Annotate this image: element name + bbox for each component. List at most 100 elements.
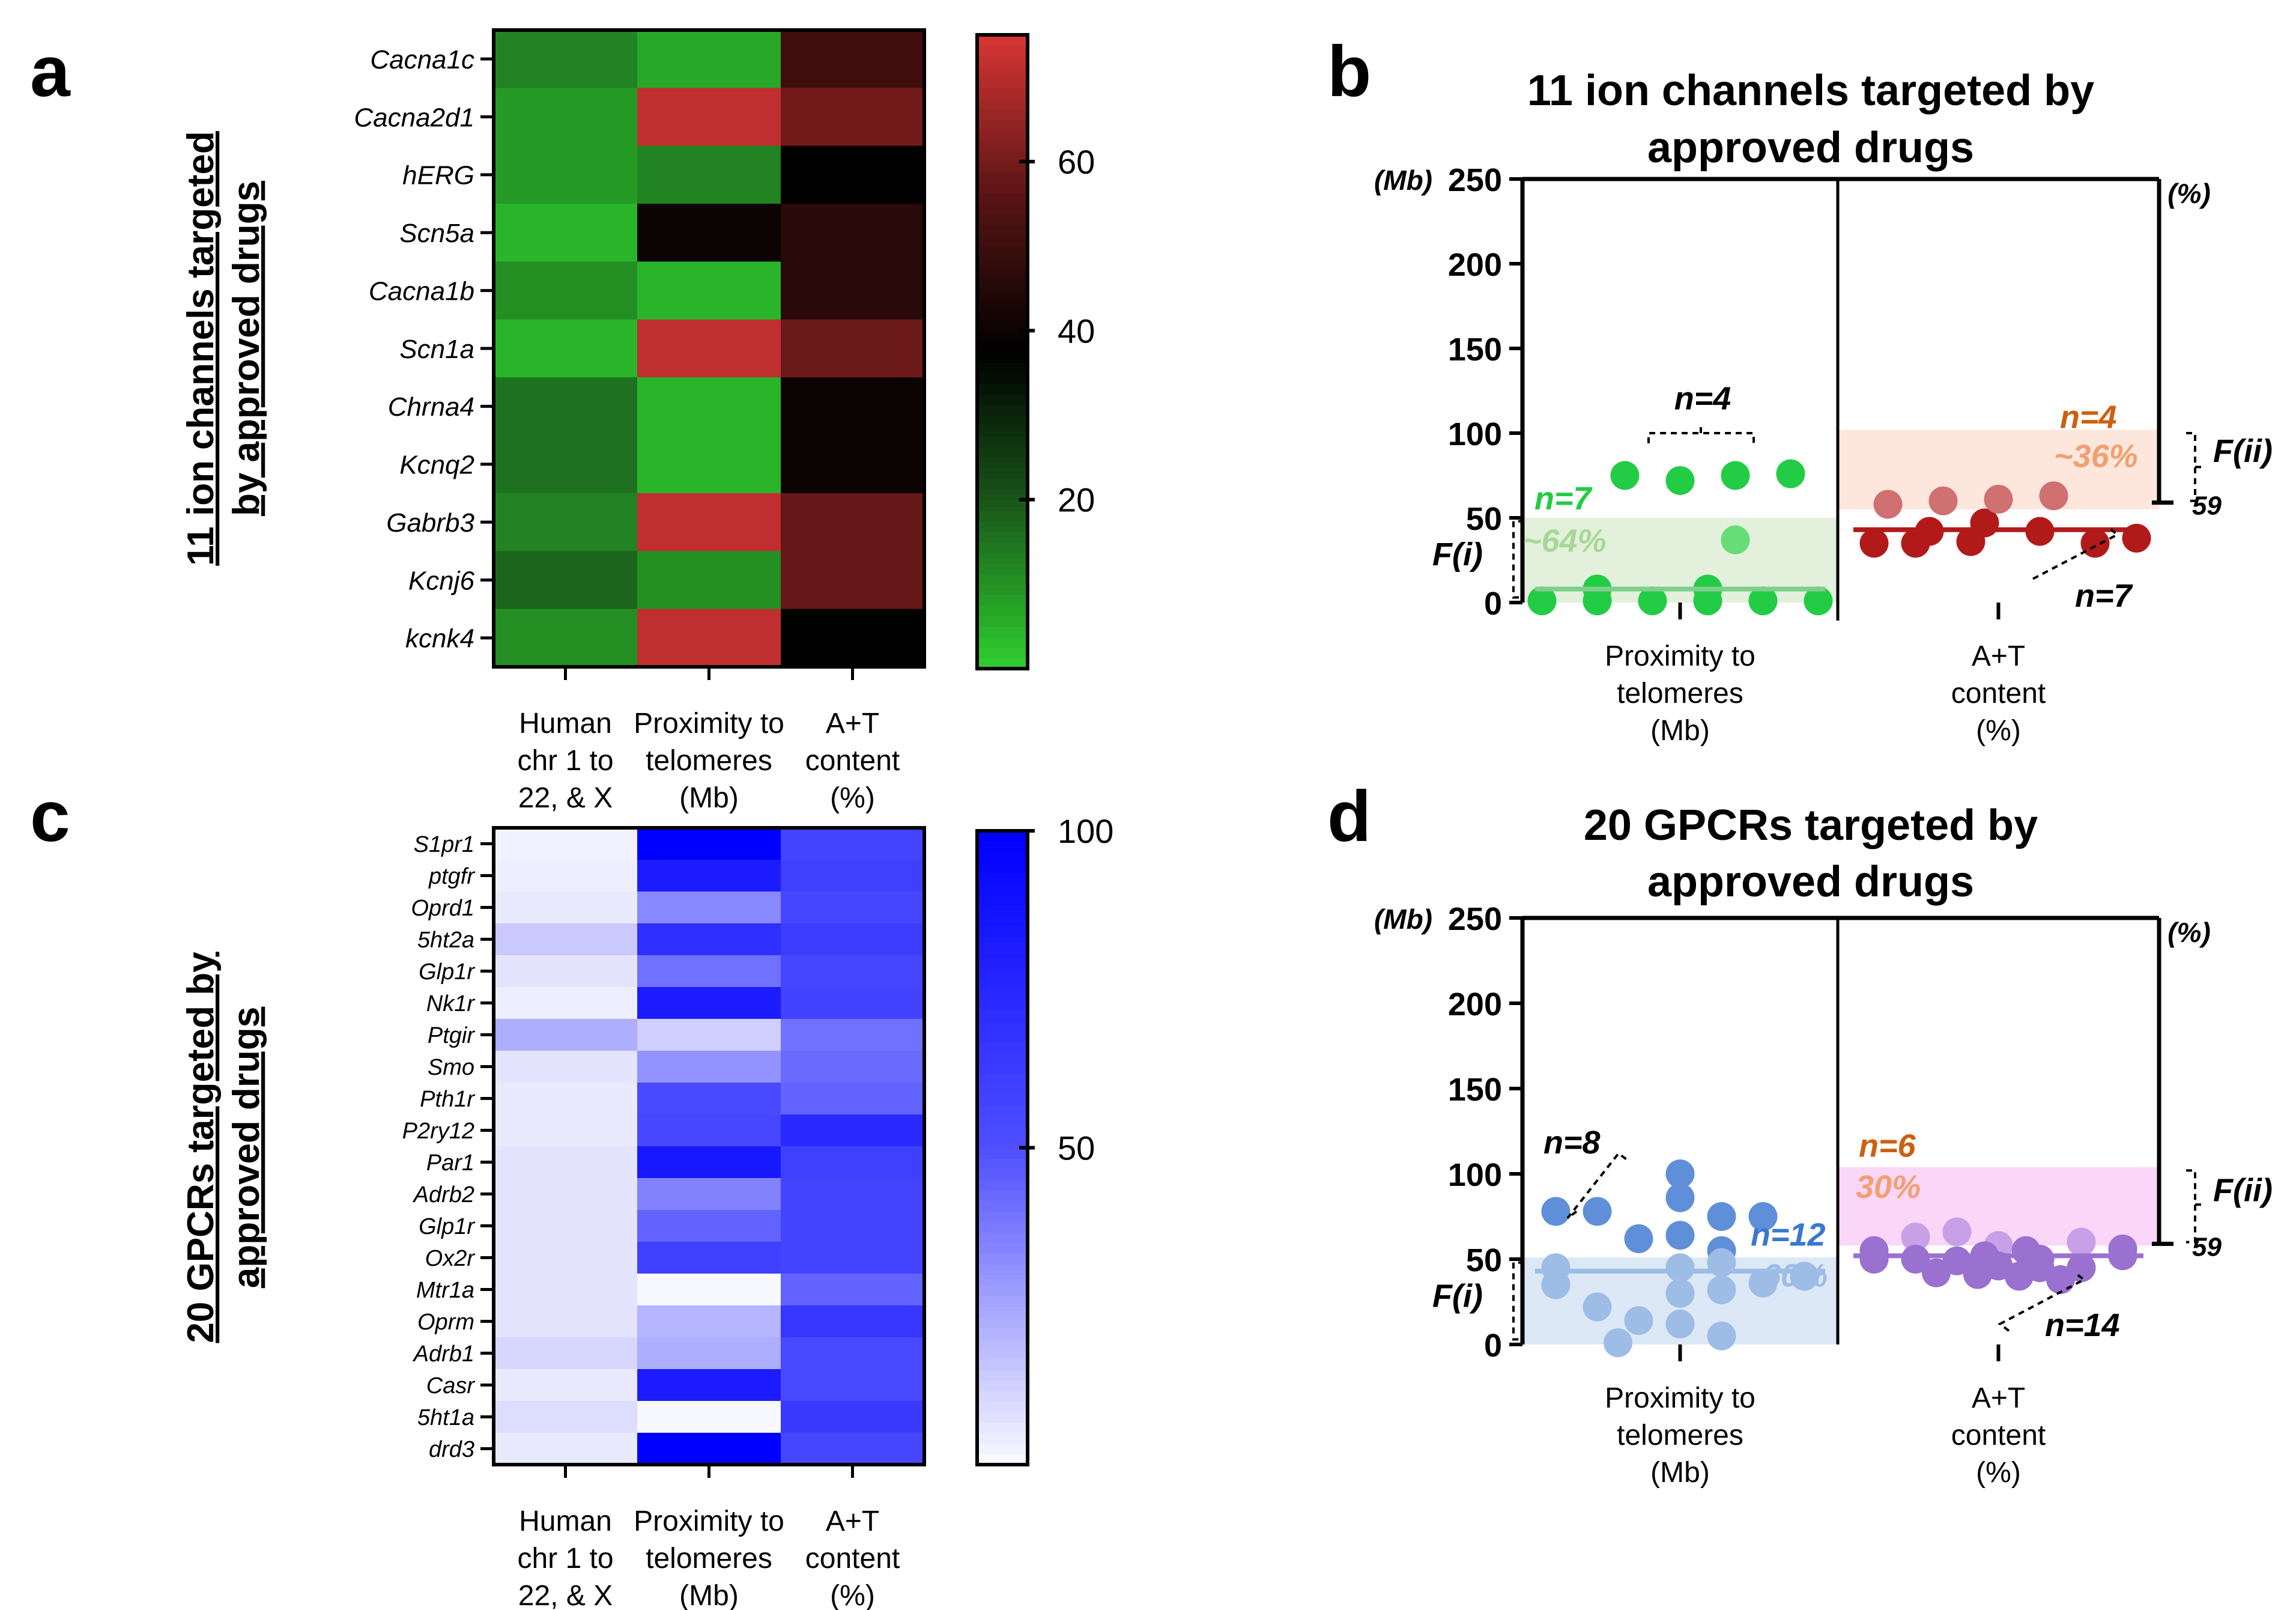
heatC-colorbar-step (977, 1168, 1028, 1180)
data-point (1624, 1306, 1653, 1335)
heatA-colorbar-step (977, 341, 1028, 353)
annotation-pct-green: ~64% (1522, 523, 1607, 559)
data-point (2067, 1227, 2096, 1257)
heatA-colorbar-step (977, 584, 1028, 595)
y-tick-label: 100 (1448, 1157, 1502, 1193)
heatC-colorbar-step (977, 1105, 1028, 1117)
y-tick-label: 200 (1448, 247, 1502, 283)
heatC-cell (494, 1019, 638, 1051)
panel-letter-a: a (30, 31, 71, 112)
data-point (1707, 1321, 1736, 1350)
heatC-cell (494, 1210, 638, 1242)
row-label-kcnq2: Kcnq2 (399, 451, 474, 480)
data-point (1665, 466, 1695, 495)
heatA-colorbar-step (977, 151, 1028, 162)
heatC-colorbar-step (977, 1116, 1028, 1128)
y-tick-label: 150 (1448, 1072, 1502, 1108)
scatter-ion-channels: 11 ion channels targeted by approved dru… (1374, 67, 2273, 747)
heatC-colorbar-step (977, 1179, 1028, 1191)
heatC-col-label: A+T (826, 1505, 879, 1537)
row-label-scn1a: Scn1a (399, 335, 474, 364)
data-point (1942, 1217, 1972, 1247)
data-point (1748, 1268, 1778, 1298)
heatA-colorbar-step (977, 193, 1028, 205)
heatC-colorbar-step (977, 1147, 1028, 1159)
heatC-colorbar-step (977, 905, 1028, 916)
x-category-label: (%) (1976, 715, 2021, 747)
bracket-bottom (2032, 525, 2119, 580)
heatA-colorbar-step (977, 510, 1028, 521)
heatA-cell (781, 261, 925, 320)
data-point (2046, 1265, 2075, 1295)
heatC-col-label: Proximity to (634, 1505, 784, 1537)
heatC-cell (494, 987, 638, 1019)
data-point (2080, 529, 2110, 558)
data-point (1859, 1245, 1889, 1274)
heatA-cell (637, 204, 781, 262)
bracket-bottom (1998, 1272, 2086, 1332)
heatC-cell (637, 1401, 781, 1433)
heatA-cell (494, 435, 638, 494)
row-label-s1pr1: S1pr1 (414, 832, 474, 857)
heatA-colorbar-step (977, 109, 1028, 120)
heatC-colorbar-step (977, 936, 1028, 948)
heatA-colorbar-step (977, 542, 1028, 553)
annotation-fii: F(ii) (2213, 1172, 2273, 1208)
heatA-colorbar-step (977, 573, 1028, 585)
heatA-colorbar-step (977, 436, 1028, 448)
heatA-cell (781, 609, 925, 667)
annotation-n-green: n=7 (1534, 481, 1593, 517)
heatA-colorbar-step (977, 626, 1028, 638)
heatA-colorbar-step (977, 225, 1028, 236)
heatC-colorbar-step (977, 1063, 1028, 1075)
data-point (1665, 1183, 1695, 1212)
heatmap-c-ylabel-line1: 20 GPCRs targeted by (180, 952, 222, 1343)
heatC-colorbar-step (977, 831, 1028, 842)
heatA-colorbar-step (977, 489, 1028, 500)
heatA-colorbar-step (977, 320, 1028, 332)
annotation-fi: F(i) (1432, 1278, 1483, 1314)
annotation-fii: F(ii) (2213, 433, 2273, 469)
row-label-oprm: Oprm (417, 1310, 474, 1335)
heatA-colorbar-step (977, 393, 1028, 406)
heatA-colorbar-step (977, 309, 1028, 321)
heatA-colorbar-step (977, 637, 1028, 648)
heatC-cell (494, 1337, 638, 1370)
heatC-colorbar-step (977, 1200, 1028, 1212)
heatC-colorbar-step (977, 1422, 1028, 1434)
row-label-ox2r: Ox2r (425, 1246, 476, 1271)
heatC-colorbar-step (977, 1274, 1028, 1286)
heatA-colorbar-step (977, 415, 1028, 427)
annotation-n-left-top: n=8 (1543, 1125, 1601, 1161)
heatA-colorbar-step (977, 563, 1028, 574)
data-point (1665, 1309, 1695, 1338)
heatC-colorbar-step (977, 1126, 1028, 1138)
heatA-col-label: telomeres (646, 745, 772, 777)
data-point (1638, 586, 1667, 616)
heatA-colorbar-step (977, 119, 1028, 131)
data-point (1707, 1275, 1736, 1305)
heatC-colorbar-step (977, 979, 1028, 990)
annotation-n-bottom: n=14 (2045, 1307, 2120, 1343)
scatter-d-title-line2: approved drugs (1647, 858, 1974, 906)
row-label-casr: Casr (426, 1373, 476, 1399)
heatC-cell (781, 1114, 925, 1147)
y-tick-label: 250 (1448, 162, 1502, 198)
data-point (1665, 1278, 1695, 1308)
heatA-colorbar-label: 60 (1058, 143, 1095, 181)
bracket-fi (1512, 1261, 1524, 1341)
heatA-colorbar-step (977, 552, 1028, 564)
heatC-colorbar-step (977, 1010, 1028, 1022)
heatA-col-label: (%) (830, 782, 875, 814)
bracket-top (1647, 426, 1755, 443)
heatA-cell (637, 609, 781, 667)
heatC-colorbar-step (977, 958, 1028, 969)
heatC-colorbar-step (977, 883, 1028, 895)
heatmap-a-ylabel-line1: 11 ion channels targeted (180, 131, 222, 566)
heatC-cell (781, 892, 925, 924)
heatC-colorbar-step (977, 1084, 1028, 1096)
heatA-cell (494, 30, 638, 88)
heatC-cell (781, 1433, 925, 1465)
scatter-d-title-line1: 20 GPCRs targeted by (1584, 801, 2038, 849)
